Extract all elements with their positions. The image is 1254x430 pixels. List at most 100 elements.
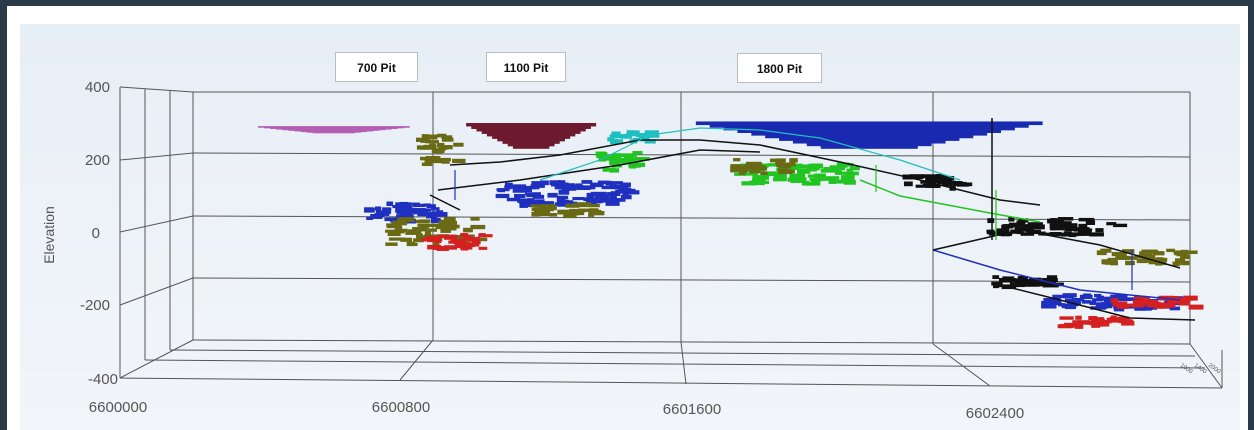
grid-line (192, 215, 1191, 221)
ore-block (1083, 320, 1093, 325)
ore-block (448, 217, 456, 222)
ore-block (767, 163, 781, 167)
ore-block (437, 133, 447, 138)
ore-block (834, 171, 847, 175)
ore-block (453, 142, 464, 147)
ore-block (424, 231, 432, 236)
ore-block (742, 172, 758, 176)
ore-block (992, 275, 1000, 280)
ore-block (1116, 304, 1130, 309)
tunnel-line (932, 249, 1181, 301)
ore-block (1089, 300, 1097, 305)
ore-block (634, 162, 645, 167)
ore-block (588, 208, 599, 212)
ore-block (749, 180, 765, 186)
ore-block (557, 209, 572, 215)
ore-block (1133, 303, 1144, 308)
ore-block (416, 235, 428, 240)
ore-block (540, 204, 555, 208)
ore-block (836, 162, 846, 167)
ore-block (1002, 276, 1011, 281)
ore-block (460, 246, 469, 251)
ore-block (571, 211, 579, 216)
pit-label-700: 700 Pit (335, 52, 418, 82)
ore-block (561, 186, 577, 191)
ore-block (531, 207, 546, 212)
ore-block (753, 177, 763, 183)
ore-block (445, 245, 454, 250)
ore-block (452, 158, 466, 164)
grid-line (119, 215, 194, 233)
ore-block (1141, 258, 1154, 263)
ore-block (420, 156, 435, 161)
ore-block (1122, 249, 1135, 254)
ore-block (939, 175, 955, 181)
pit-label-1100: 1100 Pit (486, 52, 566, 82)
window-border-right (1248, 0, 1254, 430)
ore-block (1107, 257, 1116, 263)
ore-block (790, 179, 805, 183)
tunnel-line (999, 284, 1196, 321)
ore-block (1072, 320, 1082, 325)
ore-block (441, 137, 454, 142)
ore-block (399, 213, 414, 219)
y-tick-label: -200 (80, 297, 110, 314)
ore-block (1064, 305, 1076, 310)
ore-block (1057, 221, 1072, 226)
ore-block (431, 149, 445, 154)
ore-block (1104, 319, 1112, 324)
ore-block (1112, 302, 1121, 307)
tunnel-line (449, 139, 1041, 206)
ore-block (432, 241, 440, 246)
ore-block (733, 158, 741, 162)
grid-line (932, 343, 991, 387)
ore-block (828, 180, 837, 184)
tunnel-line (429, 194, 461, 211)
y-axis-label: Elevation (41, 206, 57, 264)
grid-line (119, 277, 194, 306)
ore-block (627, 153, 637, 158)
ore-block (798, 173, 805, 178)
ore-block (807, 174, 823, 178)
ore-block (782, 169, 792, 173)
grid-line (399, 339, 434, 381)
ore-block (609, 183, 617, 187)
ore-block (530, 184, 545, 188)
ore-block (1110, 315, 1117, 320)
pit-bench (481, 130, 581, 134)
ore-block (1078, 228, 1092, 233)
ore-block (1046, 275, 1058, 280)
ore-block (590, 191, 607, 197)
ore-block (588, 212, 595, 217)
ore-block (1118, 297, 1132, 302)
ore-block (941, 178, 949, 183)
grid-line (1189, 343, 1223, 389)
ore-block (417, 212, 427, 217)
ore-block (994, 283, 1003, 288)
ore-block (530, 199, 545, 204)
ore-block (1016, 230, 1024, 235)
ore-block (1177, 300, 1190, 306)
ore-block (948, 181, 963, 186)
ore-block (1068, 232, 1077, 238)
ore-block (1115, 255, 1131, 260)
ore-block (1141, 249, 1157, 254)
ore-block (416, 145, 430, 150)
ore-block (1041, 305, 1057, 309)
window-border-top (0, 0, 1254, 6)
ore-block (773, 172, 787, 178)
ore-block (569, 184, 584, 190)
ore-block (525, 185, 536, 190)
ore-block (440, 228, 451, 233)
ore-block (1002, 224, 1011, 229)
ore-block (1078, 223, 1088, 228)
ore-block (1095, 228, 1104, 233)
ore-block (611, 131, 621, 135)
ore-block (1110, 298, 1119, 303)
ore-block (925, 176, 936, 181)
ore-block (418, 209, 427, 215)
pit-bench (466, 123, 597, 127)
ore-block (467, 236, 480, 242)
ore-block (610, 181, 623, 185)
